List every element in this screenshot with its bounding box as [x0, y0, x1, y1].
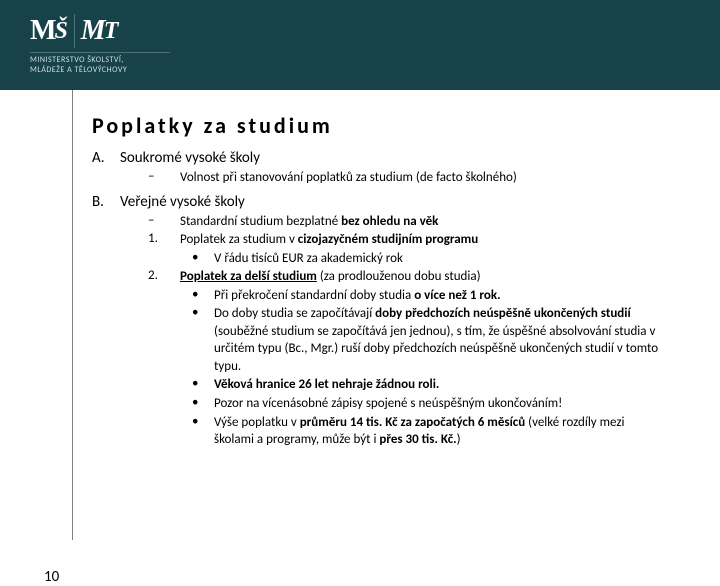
bullet-marker: •: [192, 305, 214, 375]
dash-marker: –: [148, 169, 180, 187]
bullet-marker: •: [192, 395, 214, 413]
section-b-item2-bullet5: • Výše poplatku v průměru 14 tis. Kč za …: [192, 414, 680, 449]
num-marker: 1.: [148, 231, 180, 249]
section-b-item2-bullet4-text: Pozor na vícenásobné zápisy spojené s ne…: [214, 395, 680, 413]
section-b-item1-bullet1: • V řádu tisíců EUR za akademický rok: [192, 250, 680, 268]
section-a-title: Soukromé vysoké školy: [120, 149, 260, 167]
bullet-marker: •: [192, 250, 214, 268]
section-b-item2-bullet2-text: Do doby studia se započítávají doby před…: [214, 305, 680, 375]
section-a: A. Soukromé vysoké školy: [92, 149, 680, 167]
section-b-item1-bullet1-text: V řádu tisíců EUR za akademický rok: [214, 250, 680, 268]
bullet-marker: •: [192, 414, 214, 449]
dash-marker: –: [148, 213, 180, 231]
vertical-rule: [72, 90, 73, 540]
bullet-marker: •: [192, 287, 214, 305]
section-b-item2-bullet1-text: Při překročení standardní doby studia o …: [214, 287, 680, 305]
section-b-item2-bullet3-text: Věková hranice 26 let nehraje žádnou rol…: [214, 376, 680, 394]
section-b-item2-bullet2: • Do doby studia se započítávají doby př…: [192, 305, 680, 375]
section-b: B. Veřejné vysoké školy: [92, 193, 680, 211]
num-marker: 2.: [148, 268, 180, 286]
logo-divider: [74, 14, 75, 48]
section-a-letter: A.: [92, 149, 120, 167]
section-b-item2-bullet5-text: Výše poplatku v průměru 14 tis. Kč za za…: [214, 414, 680, 449]
logo-s: Š: [54, 18, 67, 45]
section-a-sub1-text: Volnost při stanovování poplatků za stud…: [180, 169, 680, 187]
logo-t: T: [104, 18, 119, 45]
section-a-sub1: – Volnost při stanovování poplatků za st…: [148, 169, 680, 187]
section-b-dash-text: Standardní studium bezplatné bez ohledu …: [180, 213, 680, 231]
section-b-item2-bullet1: • Při překročení standardní doby studia …: [192, 287, 680, 305]
section-b-item2-bullet4: • Pozor na vícenásobné zápisy spojené s …: [192, 395, 680, 413]
section-b-letter: B.: [92, 193, 120, 211]
section-b-item1: 1. Poplatek za studium v cizojazyčném st…: [148, 231, 680, 249]
section-b-item2: 2. Poplatek za delší studium (za prodlou…: [148, 268, 680, 286]
header-bar: M Š M T MINISTERSTVO ŠKOLSTVÍ, MLÁDEŽE A…: [0, 0, 720, 90]
section-b-dash: – Standardní studium bezplatné bez ohled…: [148, 213, 680, 231]
section-b-item2-text: Poplatek za delší studium (za prodloužen…: [180, 268, 680, 286]
section-b-title: Veřejné vysoké školy: [120, 193, 245, 211]
logo-m2: M: [81, 15, 104, 47]
logo-m1: M: [30, 15, 54, 47]
section-b-item1-text: Poplatek za studium v cizojazyčném studi…: [180, 231, 680, 249]
ministry-separator: [30, 52, 170, 53]
slide-content: Poplatky za studium A. Soukromé vysoké š…: [0, 90, 720, 460]
section-b-item2-bullet3: • Věková hranice 26 let nehraje žádnou r…: [192, 376, 680, 394]
bullet-marker: •: [192, 376, 214, 394]
slide-title: Poplatky za studium: [92, 112, 680, 139]
logo: M Š M T: [30, 14, 690, 48]
page-number: 10: [44, 568, 59, 586]
ministry-name-line1: MINISTERSTVO ŠKOLSTVÍ,: [30, 56, 690, 66]
ministry-name-line2: MLÁDEŽE A TĚLOVÝCHOVY: [30, 66, 690, 76]
